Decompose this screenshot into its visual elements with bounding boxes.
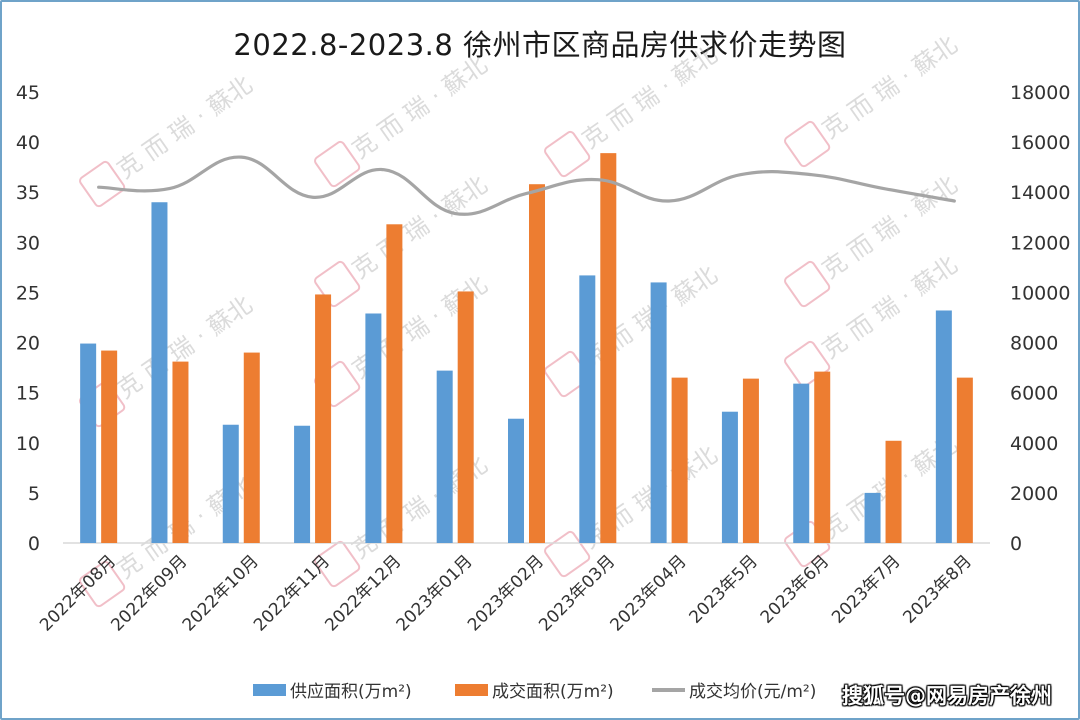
bar-supply: [508, 418, 524, 543]
y-right-tick: 14000: [1010, 182, 1070, 204]
watermark: 克 而 瑞 · 蘇北: [544, 261, 723, 398]
x-tick-label: 2023年8月: [899, 551, 975, 627]
y-right-tick: 2000: [1010, 483, 1058, 505]
x-tick-label: 2023年7月: [828, 551, 904, 627]
bar-supply: [935, 310, 952, 543]
watermark-text: 克 而 瑞 · 蘇北: [347, 51, 493, 165]
bar-supply: [793, 383, 810, 543]
x-tick-label: 2023年5月: [686, 551, 762, 627]
watermark-seal: [544, 130, 591, 178]
bar-supply: [436, 370, 453, 543]
watermark-seal: [544, 530, 591, 578]
y-right-tick: 18000: [1010, 82, 1070, 104]
watermark-seal: [314, 540, 361, 588]
bar-deal: [885, 440, 902, 543]
y-right-tick: 6000: [1010, 383, 1058, 405]
legend-label-supply: 供应面积(万m²): [290, 682, 412, 702]
source-credit: 搜狐号@网易房产徐州: [842, 684, 1052, 708]
bar-supply: [579, 275, 596, 543]
y-right-tick: 4000: [1010, 433, 1058, 455]
y-left-tick: 35: [16, 182, 40, 204]
watermark-text: 克 而 瑞 · 蘇北: [577, 441, 723, 555]
bar-supply: [650, 282, 667, 543]
bar-supply: [151, 202, 168, 543]
bar-supply: [721, 411, 738, 543]
legend-swatch-price: [652, 687, 685, 692]
y-left-tick: 10: [16, 433, 40, 455]
x-tick-label: 2023年6月: [757, 551, 833, 627]
y-left-tick: 25: [16, 282, 40, 304]
watermark-seal: [314, 140, 361, 188]
bars: [80, 153, 973, 543]
bar-deal: [315, 294, 332, 543]
legend-label-price: 成交均价(元/m²): [689, 682, 817, 702]
price-line: [97, 155, 956, 216]
watermark-seal: [314, 260, 361, 308]
bar-supply: [294, 425, 311, 543]
y-right-tick: 0: [1010, 533, 1022, 555]
watermark: 克 而 瑞 · 蘇北: [544, 441, 723, 578]
bar-deal: [814, 371, 831, 543]
watermark-seal: [79, 560, 126, 608]
y-left-tick: 0: [28, 533, 40, 555]
bar-deal: [956, 377, 973, 543]
bar-deal: [742, 378, 759, 543]
chart-title: 2022.8-2023.8 徐州市区商品房供求价走势图: [233, 28, 847, 62]
bar-deal: [172, 361, 189, 543]
bar-deal: [671, 377, 688, 543]
y-right-tick: 10000: [1010, 282, 1070, 304]
bar-deal: [101, 350, 118, 543]
y-left-tick: 45: [16, 82, 40, 104]
y-left-tick: 30: [16, 232, 40, 254]
y-right-tick: 12000: [1010, 232, 1070, 254]
bar-deal: [386, 224, 403, 543]
watermark-text: 克 而 瑞 · 蘇北: [112, 71, 258, 185]
bar-deal: [457, 291, 474, 543]
bar-supply: [864, 492, 881, 543]
bar-supply: [80, 343, 97, 543]
line-price: [97, 155, 956, 216]
legend-swatch-supply: [253, 683, 286, 696]
legend-swatch-deal: [455, 683, 488, 696]
watermark-text: 克 而 瑞 · 蘇北: [817, 31, 963, 145]
y-left-tick: 20: [16, 333, 40, 355]
y-left-tick: 15: [16, 383, 40, 405]
watermark-text: 克 而 瑞 · 蘇北: [577, 261, 723, 375]
x-axis-labels: 2022年08月2022年09月2022年10月2022年11月2022年12月…: [36, 551, 976, 635]
watermark-seal: [784, 260, 831, 308]
legend-item-supply: 供应面积(万m²): [253, 677, 412, 702]
x-tick-label: 2023年04月: [607, 551, 691, 635]
bar-supply: [365, 313, 382, 543]
watermark-text: 克 而 瑞 · 蘇北: [577, 41, 723, 155]
y-right-tick: 8000: [1010, 333, 1058, 355]
y-right-tick: 16000: [1010, 132, 1070, 154]
bar-deal: [529, 184, 545, 543]
y-left-tick: 5: [28, 483, 40, 505]
watermark-text: 克 而 瑞 · 蘇北: [347, 171, 493, 285]
legend: 供应面积(万m²) 成交面积(万m²) 成交均价(元/m²): [0, 677, 1080, 705]
bar-deal: [600, 153, 617, 543]
bar-supply: [222, 424, 239, 543]
y-left-tick: 40: [16, 132, 40, 154]
legend-item-price: 成交均价(元/m²): [652, 677, 816, 702]
watermark: 克 而 瑞 · 蘇北: [544, 41, 723, 178]
watermark-seal: [784, 120, 831, 168]
watermark: 克 而 瑞 · 蘇北: [314, 51, 493, 188]
watermark-seal: [79, 160, 126, 208]
watermark: 克 而 瑞 · 蘇北: [784, 31, 963, 168]
bar-deal: [243, 352, 260, 543]
legend-item-deal: 成交面积(万m²): [455, 677, 614, 702]
axes: 0 5 10 15 20 25 30 35 40 45 0 2000 4000 6000 8000 10000…: [16, 82, 1071, 555]
legend-label-deal: 成交面积(万m²): [492, 682, 614, 702]
